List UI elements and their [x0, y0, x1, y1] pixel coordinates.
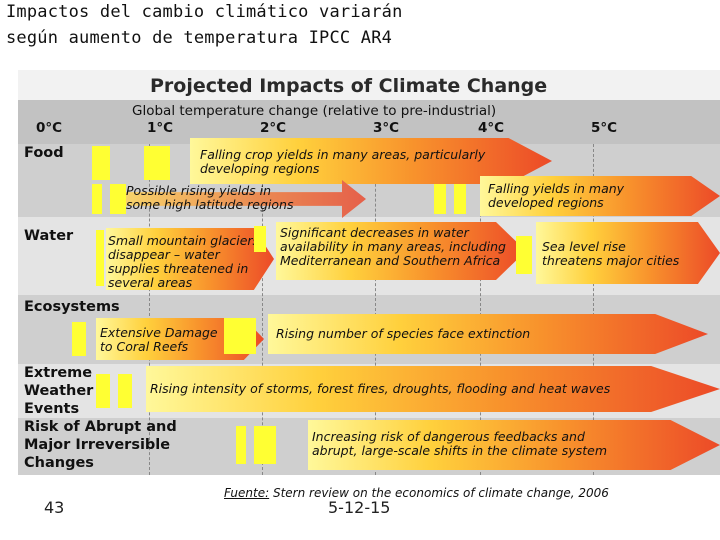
sector-label-water: Water	[24, 228, 74, 244]
arrow-water-glaciers	[106, 228, 274, 290]
yellow-bar	[92, 146, 110, 180]
temp-label-4: 4°C	[477, 120, 505, 136]
yellow-bar	[96, 230, 104, 286]
yellow-bar	[454, 184, 466, 214]
yellow-bar	[516, 236, 532, 274]
sector-label-food: Food	[24, 145, 64, 161]
yellow-bar	[224, 318, 256, 354]
tick-5c	[593, 144, 594, 475]
arrow-water-sea	[536, 222, 720, 284]
sector-label-abrupt: Risk of Abrupt and Major Irreversible Ch…	[24, 419, 177, 471]
impact-water-glaciers: Small mountain glaciers disappear – wate…	[108, 233, 260, 290]
arrow-food-developed	[480, 176, 720, 216]
slide-number: 43	[44, 498, 65, 517]
tick-2c	[262, 144, 263, 475]
source-text: Stern review on the economics of climate…	[269, 486, 609, 500]
impact-eco-coral: Extensive Damage to Coral Reefs	[100, 325, 218, 354]
impacts-figure: Projected Impacts of Climate Change Glob…	[18, 70, 720, 475]
temp-label-3: 3°C	[372, 120, 400, 136]
yellow-bar	[254, 426, 276, 464]
temp-label-2: 2°C	[259, 120, 287, 136]
temp-label-5: 5°C	[590, 120, 618, 136]
yellow-bar	[72, 322, 86, 356]
arrow-extreme	[146, 366, 720, 412]
yellow-bar	[236, 426, 246, 464]
impact-food-developed: Falling yields in many developed regions	[488, 181, 625, 210]
source-label: Fuente:	[224, 486, 270, 500]
yellow-bar	[96, 374, 110, 408]
figure-title: Projected Impacts of Climate Change	[150, 75, 548, 97]
impact-abrupt: Increasing risk of dangerous feedbacks a…	[312, 429, 607, 458]
temp-label-0: 0°C	[35, 120, 63, 136]
impact-eco-species: Rising number of species face extinction	[276, 326, 531, 341]
slide-title-line-1: Impactos del cambio climático variarán	[6, 2, 403, 22]
yellow-bar	[434, 184, 446, 214]
temperature-caption: Global temperature change (relative to p…	[132, 103, 497, 119]
temperature-header	[18, 100, 720, 144]
arrow-water-decrease	[276, 222, 526, 280]
slide-date: 5-12-15	[328, 498, 391, 517]
impact-food-falling: Falling crop yields in many areas, parti…	[200, 147, 486, 176]
temp-label-1: 1°C	[146, 120, 174, 136]
source-note: Fuente: Stern review on the economics of…	[224, 486, 609, 500]
impact-water-decrease: Significant decreases in water availabil…	[280, 225, 506, 268]
yellow-bar	[92, 184, 102, 214]
tick-3c	[375, 144, 376, 475]
arrow-abrupt	[308, 420, 720, 470]
yellow-bar	[254, 226, 266, 252]
arrow-eco-species	[268, 314, 708, 354]
yellow-bar	[118, 374, 132, 408]
yellow-bar	[110, 184, 126, 214]
impact-water-sea: Sea level rise threatens major cities	[542, 239, 680, 268]
impact-extreme: Rising intensity of storms, forest fires…	[150, 381, 611, 396]
sector-label-ecosystems: Ecosystems	[24, 299, 120, 315]
slide-title-line-2: según aumento de temperatura IPCC AR4	[6, 28, 393, 48]
yellow-bar	[144, 146, 170, 180]
sector-label-extreme: Extreme Weather Events	[24, 365, 94, 417]
impact-food-rising: Possible rising yields in some high lati…	[126, 183, 294, 212]
tick-4c	[480, 144, 481, 475]
tick-1c	[149, 144, 150, 475]
